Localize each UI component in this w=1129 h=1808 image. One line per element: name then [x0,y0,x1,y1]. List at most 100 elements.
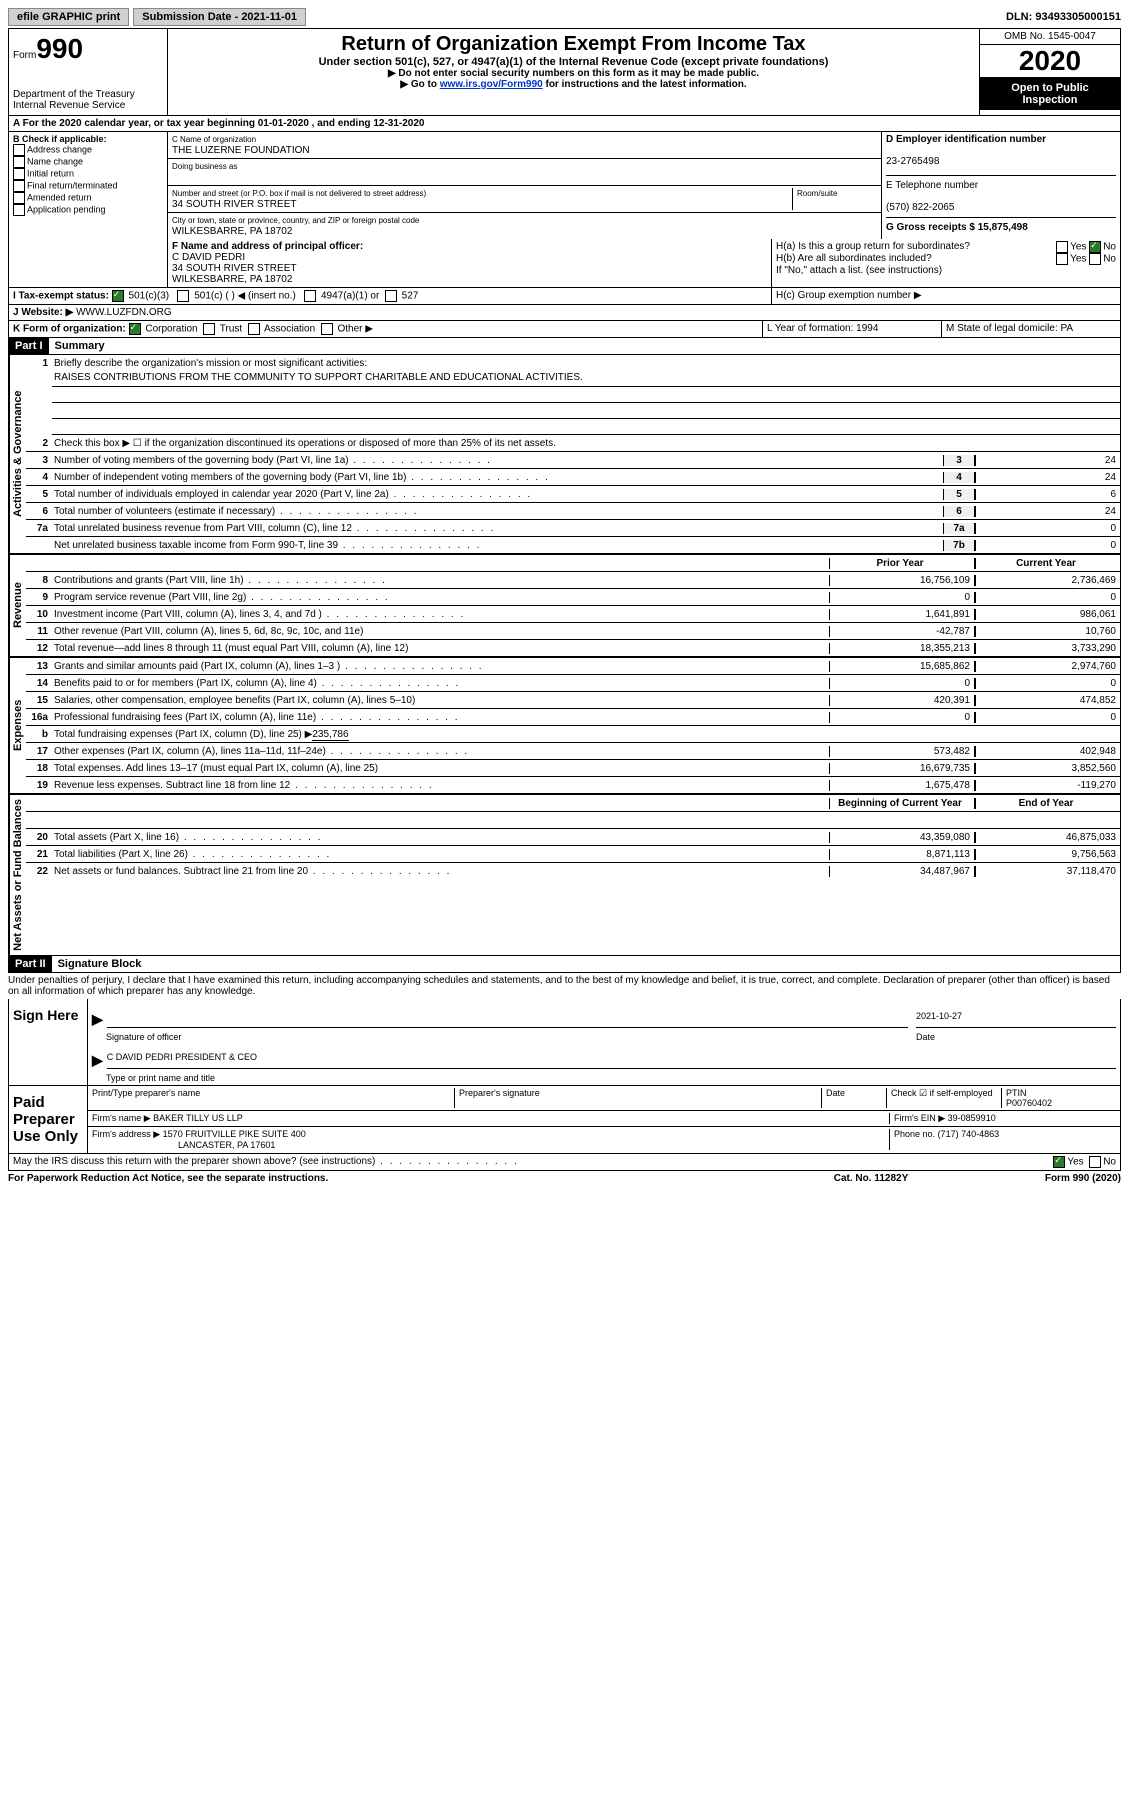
phone-label: E Telephone number [886,180,978,191]
chk-hb-no[interactable] [1089,253,1101,265]
line9-label: Program service revenue (Part VIII, line… [52,592,829,603]
mission-text: RAISES CONTRIBUTIONS FROM THE COMMUNITY … [52,372,1120,387]
sig-officer-label: Signature of officer [106,1032,916,1042]
section-a-period: A For the 2020 calendar year, or tax yea… [9,116,1120,132]
line10-prior: 1,641,891 [829,609,975,620]
line8-prior: 16,756,109 [829,575,975,586]
line7b-value: 0 [975,540,1120,551]
omb-number: OMB No. 1545-0047 [980,29,1120,45]
chk-assoc[interactable] [248,323,260,335]
line11-prior: -42,787 [829,626,975,637]
chk-trust[interactable] [203,323,215,335]
gross-receipts: G Gross receipts $ 15,875,498 [886,222,1028,233]
k-label: K Form of organization: [13,324,126,335]
open-public-label: Open to Public Inspection [980,78,1120,110]
submission-date-button[interactable]: Submission Date - 2021-11-01 [133,8,306,26]
line22-prior: 34,487,967 [829,866,975,877]
dba-label: Doing business as [172,162,237,171]
dln-label: DLN: 93493305000151 [1006,11,1121,23]
firm-name-value: BAKER TILLY US LLP [153,1113,243,1123]
line20-label: Total assets (Part X, line 16) [52,832,829,843]
line18-curr: 3,852,560 [975,763,1120,774]
officer-name-title: C DAVID PEDRI PRESIDENT & CEO [107,1052,1116,1069]
line20-curr: 46,875,033 [975,832,1120,843]
line11-curr: 10,760 [975,626,1120,637]
irs-form990-link[interactable]: www.irs.gov/Form990 [440,79,543,90]
chk-ha-no[interactable] [1089,241,1101,253]
chk-other[interactable] [321,323,333,335]
line4-value: 24 [975,472,1120,483]
vlabel-expenses: Expenses [9,658,26,793]
street-label: Number and street (or P.O. box if mail i… [172,189,426,198]
chk-hb-yes[interactable] [1056,253,1068,265]
officer-name: C DAVID PEDRI [172,252,245,263]
chk-501c3[interactable] [112,290,124,302]
line14-curr: 0 [975,678,1120,689]
line15-label: Salaries, other compensation, employee b… [52,695,829,706]
chk-527[interactable] [385,290,397,302]
dept-label: Department of the Treasury Internal Reve… [13,89,163,111]
firm-ein-value: 39-0859910 [948,1113,996,1123]
chk-final-return[interactable] [13,180,25,192]
chk-discuss-yes[interactable] [1053,1156,1065,1168]
firm-ein-label: Firm's EIN ▶ [894,1113,945,1123]
officer-street: 34 SOUTH RIVER STREET [172,263,296,274]
ptin-label: PTIN [1006,1088,1027,1098]
line18-prior: 16,679,735 [829,763,975,774]
hc-label: H(c) Group exemption number ▶ [776,290,922,301]
chk-ha-yes[interactable] [1056,241,1068,253]
hb-note: If "No," attach a list. (see instruction… [776,265,1116,276]
line21-curr: 9,756,563 [975,849,1120,860]
chk-4947[interactable] [304,290,316,302]
officer-label: F Name and address of principal officer: [172,241,363,252]
line6-value: 24 [975,506,1120,517]
line17-label: Other expenses (Part IX, column (A), lin… [52,746,829,757]
line16a-prior: 0 [829,712,975,723]
line19-curr: -119,270 [975,780,1120,791]
line17-prior: 573,482 [829,746,975,757]
line8-label: Contributions and grants (Part VIII, lin… [52,575,829,586]
efile-print-button[interactable]: efile GRAPHIC print [8,8,129,26]
line19-prior: 1,675,478 [829,780,975,791]
street-value: 34 SOUTH RIVER STREET [172,199,296,210]
website-value: WWW.LUZFDN.ORG [76,307,172,318]
chk-address-change[interactable] [13,144,25,156]
sig-date-value: 2021-10-27 [916,1011,1116,1028]
chk-name-change[interactable] [13,156,25,168]
self-employed-label: Check ☑ if self-employed [887,1088,1002,1108]
tax-year: 2020 [980,45,1120,78]
ein-label: D Employer identification number [886,134,1046,145]
line4-label: Number of independent voting members of … [52,472,943,483]
line15-curr: 474,852 [975,695,1120,706]
line18-label: Total expenses. Add lines 13–17 (must eq… [52,763,829,774]
line14-prior: 0 [829,678,975,689]
chk-discuss-no[interactable] [1089,1156,1101,1168]
chk-501c[interactable] [177,290,189,302]
prep-name-label: Print/Type preparer's name [92,1088,455,1108]
line12-curr: 3,733,290 [975,643,1120,654]
line16a-label: Professional fundraising fees (Part IX, … [52,712,829,723]
line12-label: Total revenue—add lines 8 through 11 (mu… [52,643,829,654]
line13-label: Grants and similar amounts paid (Part IX… [52,661,829,672]
phone-value: (570) 822-2065 [886,202,954,213]
line21-prior: 8,871,113 [829,849,975,860]
chk-initial-return[interactable] [13,168,25,180]
line12-prior: 18,355,213 [829,643,975,654]
line22-label: Net assets or fund balances. Subtract li… [52,866,829,877]
hdr-prior-year: Prior Year [829,558,975,569]
line2-label: Check this box ▶ ☐ if the organization d… [52,438,1120,449]
part1-header: Part I [9,338,49,354]
chk-corp[interactable] [129,323,141,335]
line9-curr: 0 [975,592,1120,603]
paperwork-notice: For Paperwork Reduction Act Notice, see … [8,1173,771,1184]
cat-no: Cat. No. 11282Y [771,1173,971,1184]
line13-prior: 15,685,862 [829,661,975,672]
i-label: I Tax-exempt status: [13,291,109,302]
line7a-value: 0 [975,523,1120,534]
chk-amended[interactable] [13,192,25,204]
firm-phone-value: (717) 740-4863 [938,1129,1000,1139]
line10-curr: 986,061 [975,609,1120,620]
city-value: WILKESBARRE, PA 18702 [172,226,292,237]
chk-application-pending[interactable] [13,204,25,216]
officer-city: WILKESBARRE, PA 18702 [172,274,292,285]
